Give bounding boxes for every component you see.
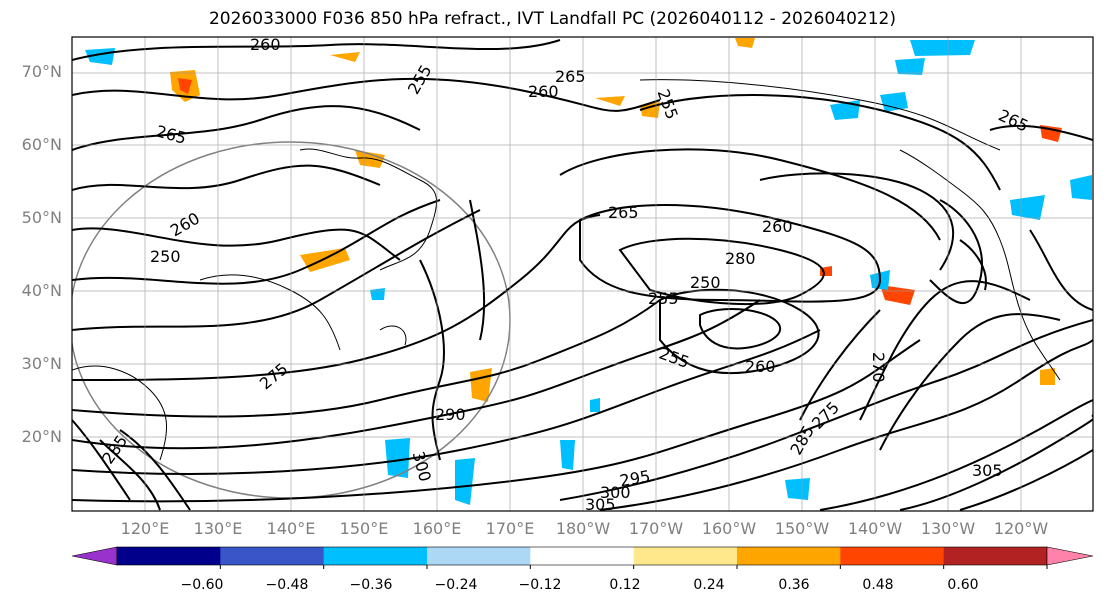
contour-label: 250 [690, 273, 721, 292]
lon-label: 150°E [339, 519, 389, 538]
contour-label: 255 [648, 289, 679, 308]
contour-label: 280 [725, 249, 756, 268]
lon-label: 160°E [412, 519, 462, 538]
colorbar-tick-label: −0.48 [265, 577, 309, 593]
map-title: 2026033000 F036 850 hPa refract., IVT La… [208, 9, 896, 29]
contour-label: 265 [608, 203, 639, 222]
lon-label: 120°W [993, 519, 1049, 538]
colorbar-segment [840, 547, 945, 565]
contour-label: 260 [745, 357, 776, 376]
lon-label: 160°W [701, 519, 757, 538]
contour-label: 255 [657, 344, 692, 372]
lat-label-60n: 60°N [21, 135, 62, 154]
contour-label: 265 [996, 105, 1032, 135]
contour-label: 290 [435, 405, 466, 424]
contour-label: 265 [154, 122, 188, 148]
colorbar-tick-label: −0.12 [518, 577, 562, 593]
landfall-region-circle [72, 141, 511, 499]
colorbar [71, 546, 1094, 569]
colorbar-tick-label: 0.48 [862, 577, 894, 593]
colorbar-extend-high [1046, 546, 1094, 566]
colorbar-segment [530, 547, 635, 565]
lat-label-30n: 30°N [21, 354, 62, 373]
contour-label: 305 [585, 495, 616, 514]
contour-label: 260 [250, 35, 281, 54]
gridlines [72, 37, 1093, 511]
contour-label: 260 [167, 209, 203, 241]
lat-label-50n: 50°N [21, 208, 62, 227]
lon-label: 130°E [193, 519, 243, 538]
colorbar-segment [220, 547, 325, 565]
colorbar-tick-label: 0.12 [609, 577, 641, 593]
colorbar-extend-low [71, 546, 118, 566]
colorbar-tick-label: −0.36 [349, 577, 393, 593]
colorbar-tick-label: −0.60 [180, 577, 224, 593]
map-frame [71, 36, 1094, 512]
colorbar-tick-label: −0.24 [434, 577, 478, 593]
lon-label: 150°W [774, 519, 830, 538]
contour-label: 305 [972, 461, 1003, 480]
colorbar-tick-label: 0.24 [693, 577, 725, 593]
contour-layer [72, 39, 1093, 511]
lon-label: 140°E [266, 519, 316, 538]
lon-label: 130°W [920, 519, 976, 538]
lon-label: 140°W [847, 519, 903, 538]
lat-label-40n: 40°N [21, 281, 62, 300]
lat-label-70n: 70°N [21, 62, 62, 81]
lon-label: 170°E [485, 519, 535, 538]
colorbar-segment [323, 547, 428, 565]
lat-label-20n: 20°N [21, 427, 62, 446]
colorbar-segment [943, 547, 1048, 565]
contour-label: 300 [600, 483, 631, 502]
colorbar-tick-label: 0.36 [778, 577, 810, 593]
contour-label: 265 [555, 67, 586, 86]
colorbar-segment [427, 547, 531, 565]
contour-label: 250 [150, 247, 181, 266]
colorbar-tick-label: 0.60 [947, 577, 979, 593]
coastline-layer [72, 79, 1061, 461]
colorbar-segment [633, 547, 738, 565]
lon-label: 170°W [628, 519, 684, 538]
lon-label: 120°E [120, 519, 170, 538]
contour-label: 260 [762, 217, 793, 236]
contour-label: 260 [528, 82, 559, 101]
colorbar-segment [117, 547, 221, 565]
lon-label: 180°W [555, 519, 611, 538]
contour-label: 270 [869, 352, 888, 383]
colorbar-segment [737, 547, 841, 565]
